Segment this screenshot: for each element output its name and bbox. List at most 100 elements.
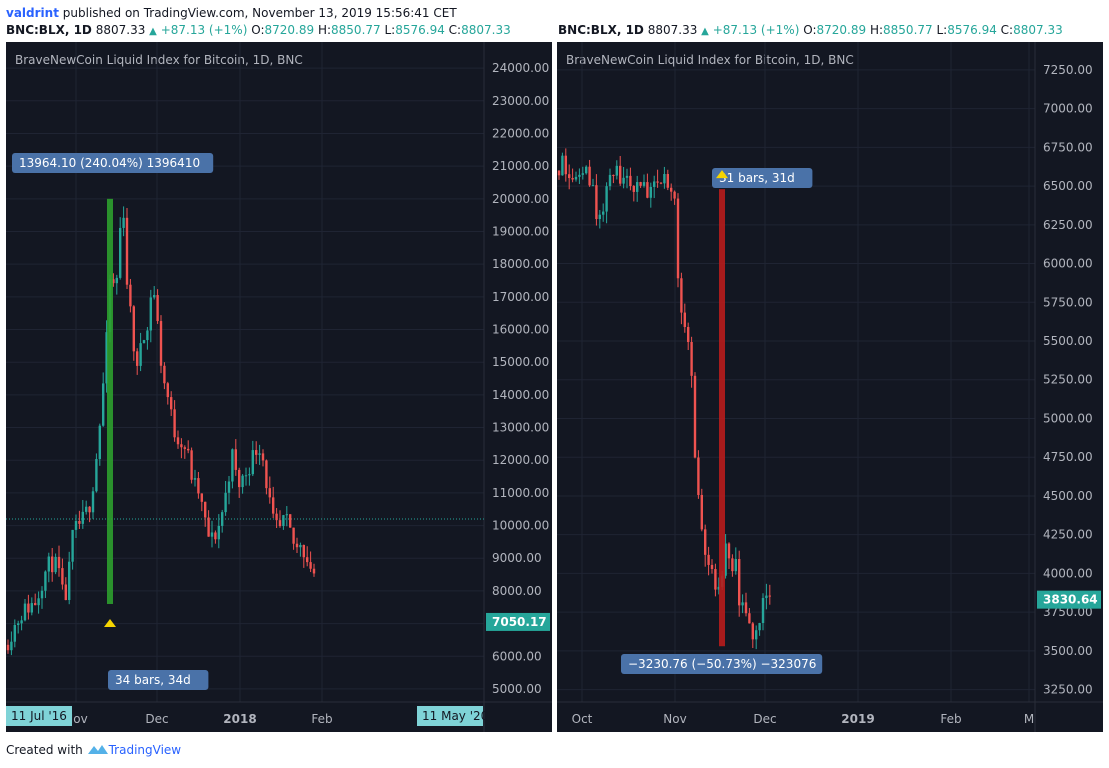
candle-body <box>724 543 727 576</box>
candle-body <box>234 449 237 470</box>
candle-body <box>653 181 656 187</box>
candle-body <box>578 174 581 177</box>
candle-body <box>670 187 673 192</box>
candle-body <box>615 165 618 176</box>
y-tick-label: 12000.00 <box>492 453 549 467</box>
candle-body <box>292 527 295 544</box>
candle-body <box>734 559 737 572</box>
candle-body <box>731 558 734 572</box>
right-high-label: H: <box>869 23 884 37</box>
candle-body <box>275 513 278 521</box>
candle-body <box>37 598 40 606</box>
candle-body <box>210 532 214 537</box>
right-open: 8720.89 <box>816 23 867 37</box>
left-chart-panel[interactable]: BraveNewCoin Liquid Index for Bitcoin, 1… <box>6 42 552 732</box>
candle-body <box>680 278 683 313</box>
y-tick-label: 4000.00 <box>1043 566 1093 580</box>
last-price-bg <box>1037 590 1101 609</box>
candle-body <box>91 491 95 513</box>
candle-body <box>139 343 142 366</box>
author-name[interactable]: valdrint <box>6 6 59 20</box>
candle-body <box>166 383 169 398</box>
candle-body <box>717 586 720 590</box>
candle-body <box>649 186 652 198</box>
candle-body <box>13 625 16 642</box>
y-tick-label: 15000.00 <box>492 355 549 369</box>
candle-body <box>241 475 244 488</box>
candle-body <box>251 450 254 475</box>
candle-body <box>132 306 135 352</box>
candle-body <box>673 191 676 199</box>
candle-body <box>568 174 571 179</box>
candle-body <box>690 342 693 376</box>
candle-body <box>231 449 234 482</box>
candle-body <box>68 561 71 601</box>
y-tick-label: 17000.00 <box>492 290 549 304</box>
candle-body <box>51 556 54 573</box>
candles <box>6 206 316 656</box>
candle-body <box>758 623 761 631</box>
grid <box>557 42 1035 702</box>
candle-body <box>693 375 697 458</box>
candle-body <box>61 568 64 585</box>
y-tick-label: 13000.00 <box>492 421 549 435</box>
candle-body <box>625 175 629 178</box>
candle-body <box>187 448 190 451</box>
x-tick-label: Nov <box>663 712 686 726</box>
candle-body <box>272 497 275 514</box>
left-low-label: L: <box>384 23 396 37</box>
candle-body <box>588 166 591 186</box>
candle-body <box>727 543 731 559</box>
right-chart-svg[interactable]: BraveNewCoin Liquid Index for Bitcoin, 1… <box>557 42 1103 732</box>
measure-label-text: 13964.10 (240.04%) 1396410 <box>19 156 200 170</box>
y-tick-label: 9000.00 <box>492 551 542 565</box>
y-tick-label: 6500.00 <box>1043 179 1093 193</box>
up-arrow-icon: ▲ <box>149 26 157 37</box>
candle-body <box>34 603 37 606</box>
x-tick-label: Oct <box>572 712 593 726</box>
right-price: 8807.33 <box>647 23 698 37</box>
candle-body <box>258 453 261 455</box>
right-open-label: O: <box>803 23 817 37</box>
candle-body <box>129 284 132 307</box>
candle-body <box>261 453 265 461</box>
candle-body <box>642 182 646 186</box>
candle-body <box>244 475 248 477</box>
candle-body <box>180 444 183 448</box>
candle-body <box>190 450 193 480</box>
candle-body <box>204 501 207 518</box>
y-tick-label: 3500.00 <box>1043 644 1093 658</box>
y-tick-label: 5750.00 <box>1043 295 1093 309</box>
x-tick-label: Dec <box>145 712 168 726</box>
candle-body <box>704 529 707 555</box>
right-chart-panel[interactable]: BraveNewCoin Liquid Index for Bitcoin, 1… <box>557 42 1103 732</box>
y-tick-label: 11000.00 <box>492 486 549 500</box>
left-chart-svg[interactable]: BraveNewCoin Liquid Index for Bitcoin, 1… <box>6 42 552 732</box>
candle-body <box>88 506 91 513</box>
range-label-bg <box>417 706 483 726</box>
bars-label: 31 bars, 31d <box>712 168 813 188</box>
candle-body <box>255 450 258 455</box>
tradingview-brand[interactable]: TradingView <box>108 743 182 757</box>
left-low: 8576.94 <box>395 23 445 37</box>
x-tick-label: Dec <box>753 712 776 726</box>
candle-body <box>122 217 125 228</box>
candle-body <box>748 613 751 624</box>
up-arrow-icon: ▲ <box>701 26 709 37</box>
candle-body <box>768 595 771 597</box>
candle-body <box>173 409 176 438</box>
candle-body <box>598 214 601 220</box>
candle-body <box>581 173 584 175</box>
candle-body <box>183 447 186 449</box>
measure-label-bg <box>12 153 214 173</box>
candle-body <box>47 556 50 572</box>
left-price: 8807.33 <box>95 23 146 37</box>
y-tick-label: 6750.00 <box>1043 140 1093 154</box>
candle-body <box>44 571 47 591</box>
candle-body <box>741 602 744 606</box>
candle-body <box>683 312 686 327</box>
x-tick-label: Feb <box>311 712 332 726</box>
created-with-label: Created with <box>6 743 83 757</box>
candle-body <box>561 155 564 176</box>
candle-body <box>200 493 203 502</box>
